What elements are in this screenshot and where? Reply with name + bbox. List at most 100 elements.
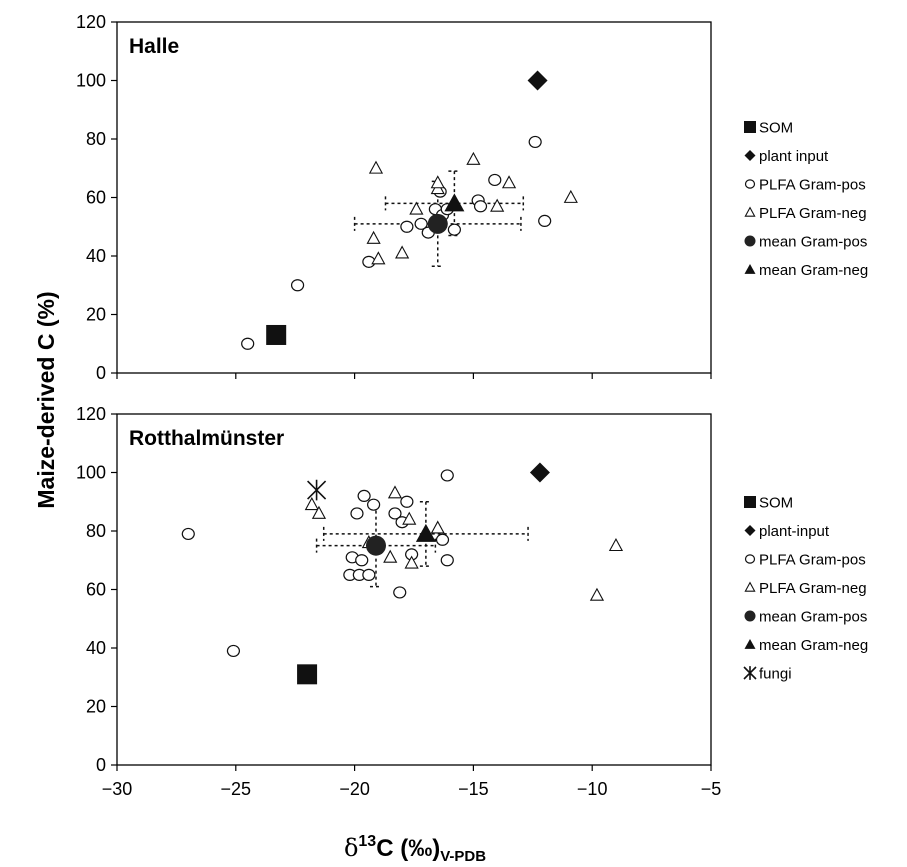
point-plfa-gram-pos: [440, 469, 454, 482]
legend-marker-plant-input: [744, 525, 756, 536]
point-plfa-gram-pos: [447, 223, 461, 236]
y-tick-label: 60: [86, 188, 106, 208]
x-axis-label-main: C (‰): [376, 835, 440, 862]
point-plfa-gram-neg: [589, 587, 605, 601]
point-plfa-gram-pos: [400, 220, 414, 233]
point-plfa-gram-neg: [395, 245, 410, 259]
legend-marker-som: [744, 496, 756, 508]
x-tick-label: −5: [701, 779, 722, 799]
legend-marker-plant-input: [744, 150, 756, 161]
y-tick-label: 40: [86, 246, 106, 266]
point-plfa-gram-pos: [400, 495, 414, 508]
y-tick-label: 0: [96, 363, 106, 383]
point-mean-gram-neg: [444, 193, 465, 212]
point-plfa-gram-pos: [473, 200, 488, 213]
plot-frame: [116, 413, 712, 766]
point-plfa-gram-neg: [387, 485, 403, 499]
legend-marker-mean-gram-neg: [744, 639, 756, 649]
point-plfa-gram-pos: [290, 279, 305, 292]
point-plfa-gram-neg: [404, 555, 419, 569]
legend-label: SOM: [759, 120, 793, 137]
point-fungi: [307, 479, 327, 501]
x-tick-label: −10: [577, 779, 608, 799]
point-plfa-gram-pos: [435, 533, 450, 546]
x-axis-label: δ13C (‰)V-PDB: [344, 833, 486, 865]
legend-marker-plfa-gram-pos: [744, 554, 756, 564]
legend-label: PLFA Gram-pos: [759, 177, 866, 194]
point-mean-gram-pos: [365, 535, 386, 556]
y-tick-label: 20: [86, 697, 106, 717]
legend-marker-plfa-gram-neg: [744, 581, 756, 592]
legend: SOM plant input PLFA Gram-pos PLFA Gram-neg…: [744, 120, 868, 279]
legend-label: SOM: [759, 495, 793, 512]
legend-item-mean-gram-neg: mean Gram-neg: [744, 262, 868, 279]
legend-marker-fungi: [743, 666, 757, 680]
y-tick-label: 20: [86, 305, 106, 325]
legend-marker-mean-gram-neg: [744, 264, 756, 274]
x-axis-label-subscript: V-PDB: [440, 848, 486, 865]
y-tick-label: 100: [76, 71, 106, 91]
legend-item-plant-input: plant-input: [744, 523, 830, 540]
legend-label: PLFA Gram-neg: [759, 205, 867, 222]
point-mean-gram-neg: [415, 523, 436, 542]
point-plfa-gram-pos: [440, 554, 454, 567]
x-tick-label: −30: [102, 779, 133, 799]
legend-item-plfa-gram-neg: PLFA Gram-neg: [744, 580, 867, 597]
x-tick-label: −15: [458, 779, 489, 799]
legend-item-plfa-gram-pos: PLFA Gram-pos: [744, 177, 866, 194]
legend-label: fungi: [759, 666, 792, 683]
point-plfa-gram-pos: [357, 489, 371, 502]
legend-item-plant-input: plant input: [744, 148, 829, 165]
point-plfa-gram-pos: [367, 498, 381, 511]
x-axis-label-delta: δ: [344, 834, 358, 862]
y-tick-label: 80: [86, 521, 106, 541]
legend-label: plant input: [759, 148, 829, 165]
point-plfa-gram-pos: [226, 644, 241, 658]
point-plfa-gram-pos: [241, 337, 255, 350]
legend-item-fungi: fungi: [743, 666, 792, 683]
y-tick-label: 60: [86, 580, 106, 600]
legend-marker-som: [744, 121, 756, 133]
legend-marker-mean-gram-pos: [744, 235, 756, 247]
panel-title: Halle: [129, 35, 179, 58]
legend-item-mean-gram-pos: mean Gram-pos: [744, 234, 867, 251]
point-plfa-gram-neg: [430, 520, 445, 534]
point-plfa-gram-pos: [362, 568, 376, 581]
point-plfa-gram-pos: [393, 586, 407, 599]
panel-rotthalm-nster: 0 20 40 60 80 100 120 −30 −25 −20 −15 −10 −5 Rotthalm…: [76, 404, 868, 799]
point-plfa-gram-pos: [181, 527, 195, 541]
legend-label: mean Gram-pos: [759, 234, 867, 251]
legend-label: PLFA Gram-pos: [759, 552, 866, 569]
point-mean-gram-pos: [427, 213, 448, 234]
x-axis-label-superscript: 13: [358, 833, 376, 850]
y-tick-label: 100: [76, 463, 106, 483]
point-plfa-gram-neg: [371, 251, 386, 265]
legend-item-plfa-gram-pos: PLFA Gram-pos: [744, 552, 866, 569]
y-tick-label: 120: [76, 12, 106, 32]
y-tick-label: 80: [86, 129, 106, 149]
x-tick-label: −20: [339, 779, 370, 799]
legend: SOM plant-input PLFA Gram-pos PLFA Gram-neg…: [743, 495, 868, 683]
point-plfa-gram-neg: [501, 175, 517, 189]
legend-label: mean Gram-pos: [759, 609, 867, 626]
legend-marker-plfa-gram-pos: [744, 179, 756, 189]
point-som: [297, 664, 318, 685]
point-plant-input: [527, 70, 548, 91]
y-axis-label: Maize-derived C (%): [33, 291, 59, 508]
point-plfa-gram-pos: [350, 507, 364, 520]
legend-marker-mean-gram-pos: [744, 610, 756, 622]
y-tick-label: 0: [96, 755, 106, 775]
panel-halle: 0 20 40 60 80 100 120 Halle SOM plant input PLFA G…: [76, 12, 868, 383]
point-plfa-gram-neg: [563, 189, 578, 203]
point-plfa-gram-pos: [538, 214, 552, 227]
y-tick-label: 120: [76, 404, 106, 424]
plot-frame: [116, 21, 712, 374]
point-plfa-gram-neg: [466, 151, 481, 165]
legend-item-plfa-gram-neg: PLFA Gram-neg: [744, 205, 867, 222]
legend-item-mean-gram-neg: mean Gram-neg: [744, 637, 868, 654]
point-plfa-gram-pos: [388, 507, 402, 520]
chart-panels: 0 20 40 60 80 100 120 Halle SOM plant input PLFA G…: [76, 12, 868, 799]
legend-label: plant-input: [759, 523, 830, 540]
legend-label: PLFA Gram-neg: [759, 580, 867, 597]
